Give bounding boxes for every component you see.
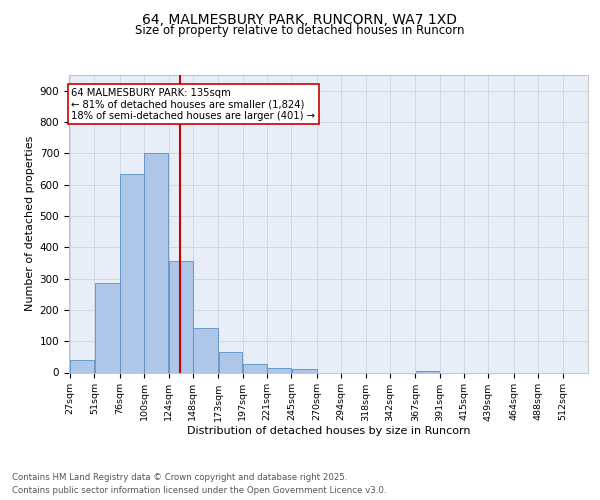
Bar [267,368,291,372]
Bar [95,283,119,372]
Text: Contains HM Land Registry data © Crown copyright and database right 2025.: Contains HM Land Registry data © Crown c… [12,472,347,482]
X-axis label: Distribution of detached houses by size in Runcorn: Distribution of detached houses by size … [187,426,470,436]
Bar [292,370,317,372]
Bar [416,371,439,372]
Bar [218,352,242,372]
Bar [120,174,144,372]
Bar [145,154,168,372]
Text: 64, MALMESBURY PARK, RUNCORN, WA7 1XD: 64, MALMESBURY PARK, RUNCORN, WA7 1XD [143,12,458,26]
Text: Size of property relative to detached houses in Runcorn: Size of property relative to detached ho… [135,24,465,37]
Text: Contains public sector information licensed under the Open Government Licence v3: Contains public sector information licen… [12,486,386,495]
Bar [70,360,94,372]
Bar [169,262,193,372]
Bar [243,364,267,372]
Text: 64 MALMESBURY PARK: 135sqm
← 81% of detached houses are smaller (1,824)
18% of s: 64 MALMESBURY PARK: 135sqm ← 81% of deta… [71,88,315,120]
Bar [193,328,218,372]
Y-axis label: Number of detached properties: Number of detached properties [25,136,35,312]
